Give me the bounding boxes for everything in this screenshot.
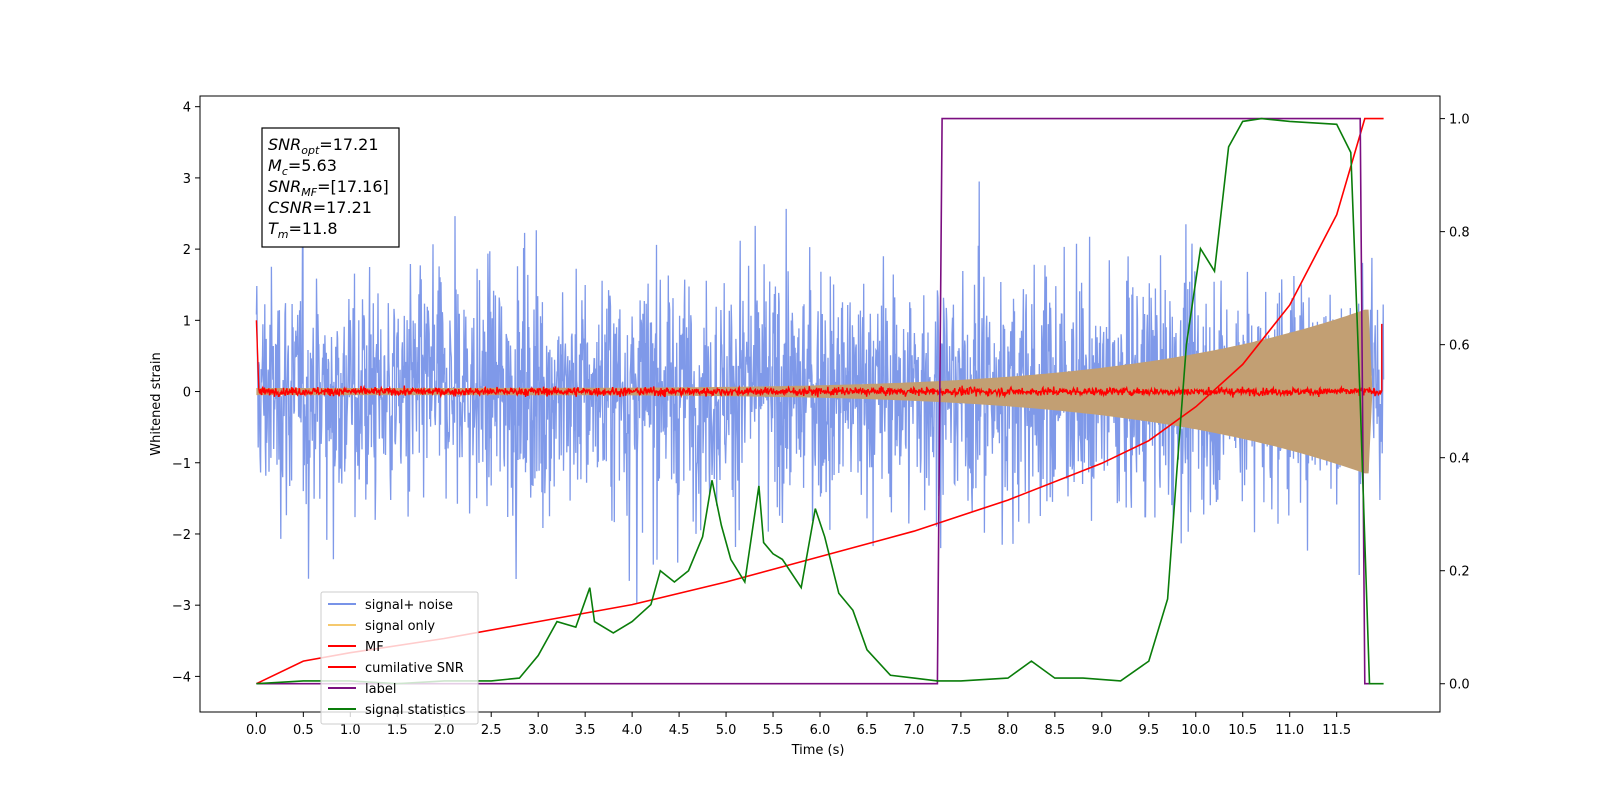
annotation-line: SNRMF=[17.16] bbox=[268, 177, 389, 199]
x-tick-label: 9.0 bbox=[1091, 723, 1112, 738]
legend: signal+ noise signal only MF cumilative SNR… bbox=[320, 591, 479, 725]
x-tick-label: 3.5 bbox=[575, 723, 596, 738]
annotation-line: Mc=5.63 bbox=[268, 156, 337, 178]
y-left-tick-label: 1 bbox=[183, 314, 191, 329]
legend-label: MF bbox=[365, 640, 384, 655]
annotation-box: SNRopt=17.21Mc=5.63SNRMF=[17.16]CSNR=17.… bbox=[261, 127, 400, 248]
x-tick-label: 8.5 bbox=[1045, 723, 1066, 738]
y-left-tick-label: −4 bbox=[172, 670, 191, 685]
x-axis: 0.0 0.5 1.0 1.5 2.0 2.5 3.0 3.5 4.0 4.5 5.0 5.5 6.0 6… bbox=[246, 712, 1351, 738]
x-tick-label: 7.5 bbox=[951, 723, 972, 738]
y-left-tick-label: −1 bbox=[172, 457, 191, 472]
x-tick-label: 10.0 bbox=[1181, 723, 1210, 738]
y-left-tick-label: −2 bbox=[172, 528, 191, 543]
x-tick-label: 3.0 bbox=[528, 723, 549, 738]
legend-label: signal statistics bbox=[365, 703, 466, 718]
x-tick-label: 6.0 bbox=[810, 723, 831, 738]
y-right-tick-label: 0.0 bbox=[1449, 678, 1470, 693]
y-right-tick-label: 0.8 bbox=[1449, 226, 1470, 241]
legend-label: cumilative SNR bbox=[365, 661, 464, 676]
legend-label: signal+ noise bbox=[365, 598, 453, 613]
x-tick-label: 6.5 bbox=[857, 723, 878, 738]
legend-label: signal only bbox=[365, 619, 435, 634]
x-tick-label: 9.5 bbox=[1138, 723, 1159, 738]
x-tick-label: 5.0 bbox=[716, 723, 737, 738]
x-tick-label: 4.5 bbox=[669, 723, 690, 738]
x-tick-label: 11.0 bbox=[1275, 723, 1304, 738]
x-axis-label: Time (s) bbox=[791, 743, 845, 758]
y-left-tick-label: 3 bbox=[183, 172, 191, 187]
y-left-tick-label: 0 bbox=[183, 386, 191, 401]
x-tick-label: 2.0 bbox=[434, 723, 455, 738]
x-tick-label: 1.0 bbox=[340, 723, 361, 738]
x-tick-label: 2.5 bbox=[481, 723, 502, 738]
x-tick-label: 0.5 bbox=[293, 723, 314, 738]
annotation-line: CSNR=17.21 bbox=[268, 198, 372, 217]
y-right-tick-label: 0.4 bbox=[1449, 452, 1470, 467]
x-tick-label: 8.0 bbox=[998, 723, 1019, 738]
y-right-tick-label: 1.0 bbox=[1449, 113, 1470, 128]
x-tick-label: 10.5 bbox=[1228, 723, 1257, 738]
series-signal-statistics bbox=[256, 117, 1384, 685]
y-left-tick-label: 4 bbox=[183, 101, 191, 116]
y-axis-right: 1.0 0.8 0.6 0.4 0.2 0.0 bbox=[1440, 113, 1470, 693]
y-left-tick-label: −3 bbox=[172, 599, 191, 614]
x-tick-label: 11.5 bbox=[1322, 723, 1351, 738]
annotation-line: Tm=11.8 bbox=[268, 219, 338, 241]
series-label bbox=[256, 117, 1370, 685]
y-right-tick-label: 0.2 bbox=[1449, 565, 1470, 580]
legend-frame bbox=[320, 591, 479, 725]
y-left-tick-label: 2 bbox=[183, 243, 191, 258]
x-tick-label: 5.5 bbox=[763, 723, 784, 738]
y-axis-label: Whitened strain bbox=[149, 352, 164, 455]
x-tick-label: 1.5 bbox=[387, 723, 408, 738]
x-tick-label: 4.0 bbox=[622, 723, 643, 738]
legend-label: label bbox=[365, 682, 396, 697]
y-axis-left: 4 3 2 1 0 −1 −2 −3 −4 bbox=[172, 101, 200, 685]
x-tick-label: 0.0 bbox=[246, 723, 267, 738]
series-mf bbox=[255, 320, 1383, 399]
annotation-frame bbox=[261, 127, 400, 248]
y-right-tick-label: 0.6 bbox=[1449, 339, 1470, 354]
x-tick-label: 7.0 bbox=[904, 723, 925, 738]
annotation-line: SNRopt=17.21 bbox=[268, 135, 379, 157]
